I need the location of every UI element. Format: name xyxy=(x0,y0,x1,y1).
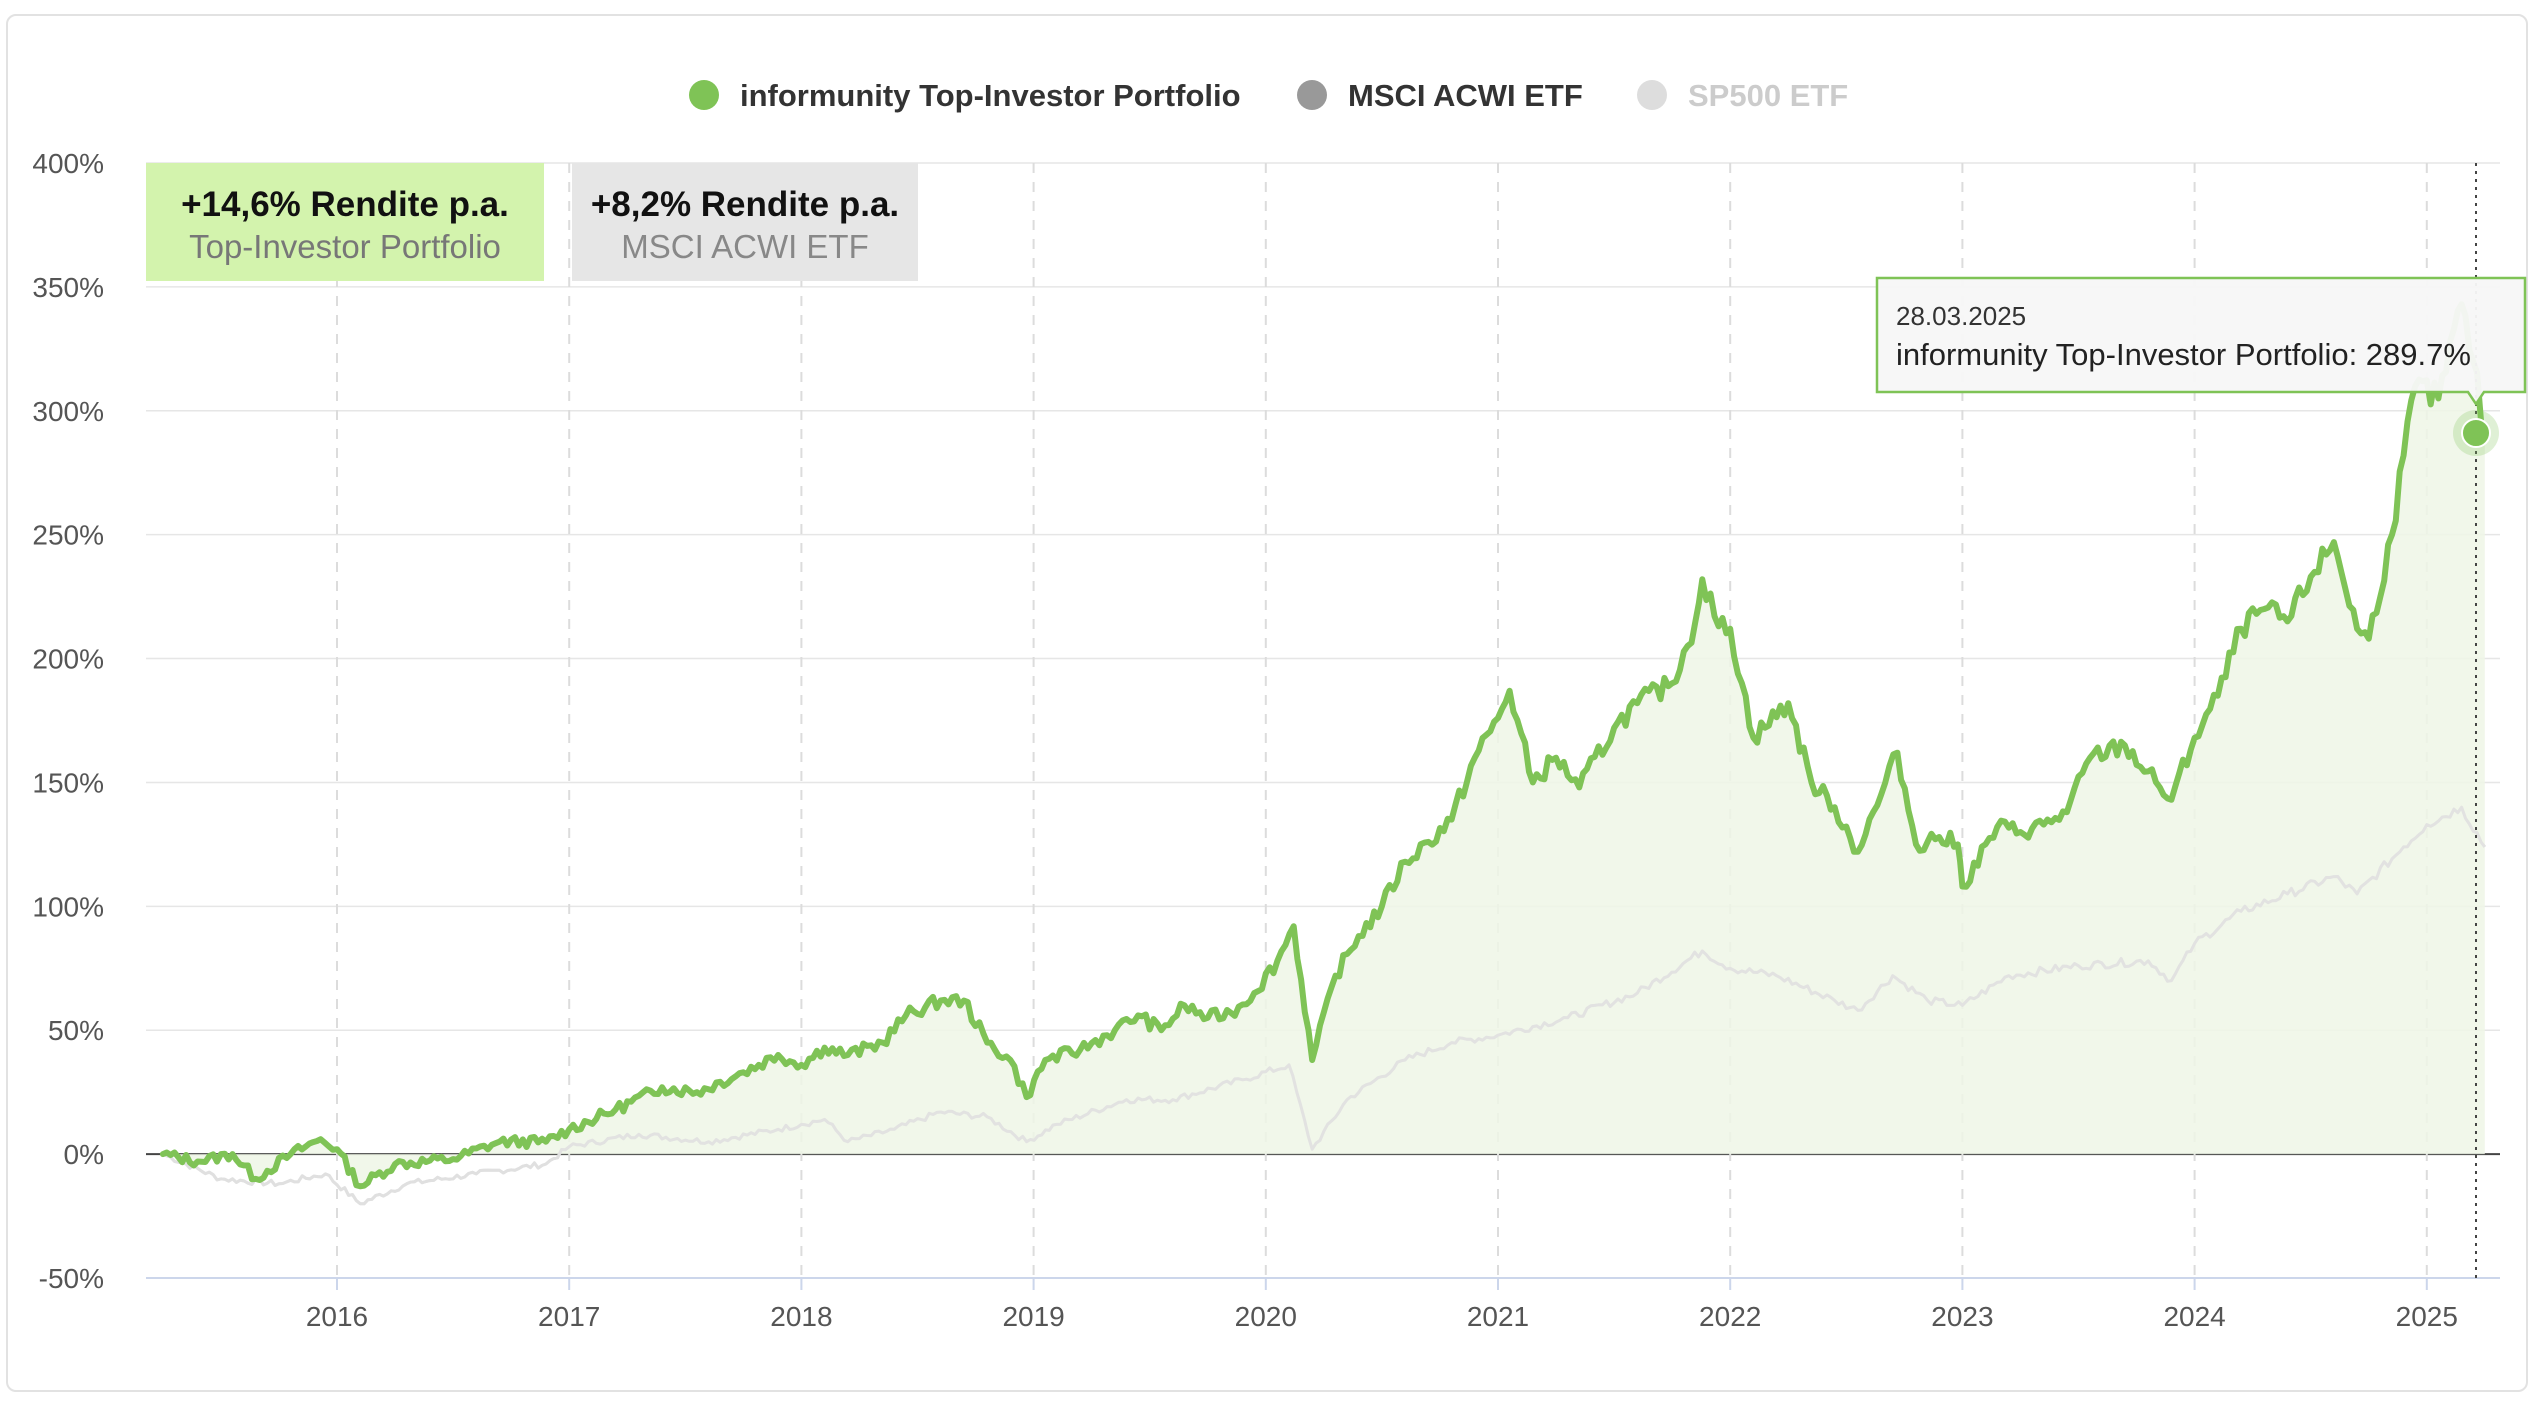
hover-point[interactable] xyxy=(2461,418,2491,448)
legend-item-sp500[interactable]: SP500 ETF xyxy=(1637,78,1848,113)
x-tick-label: 2023 xyxy=(1931,1301,1993,1332)
y-tick-label: 250% xyxy=(32,520,104,551)
x-tick-label: 2020 xyxy=(1235,1301,1297,1332)
y-tick-label: 100% xyxy=(32,891,104,922)
legend-item-portfolio[interactable]: informunity Top-Investor Portfolio xyxy=(689,78,1241,113)
y-tick-label: 150% xyxy=(32,767,104,798)
x-axis: 2016 2017 2018 2019 2020 2021 2022 2023 2024 2025 xyxy=(306,1301,2458,1332)
y-tick-label: -50% xyxy=(39,1263,104,1294)
y-axis: 400% 350% 300% 250% 200% 150% 100% 50% 0% -50% xyxy=(32,148,104,1294)
legend-label-sp500: SP500 ETF xyxy=(1688,78,1848,113)
legend-item-msci[interactable]: MSCI ACWI ETF xyxy=(1297,78,1583,113)
series-layer xyxy=(159,301,2488,1206)
x-tick-label: 2017 xyxy=(538,1301,600,1332)
return-box-portfolio: +14,6% Rendite p.a. Top-Investor Portfol… xyxy=(146,163,544,281)
legend-label-portfolio: informunity Top-Investor Portfolio xyxy=(740,78,1241,113)
x-tick-label: 2019 xyxy=(1002,1301,1064,1332)
y-tick-label: 350% xyxy=(32,272,104,303)
y-tick-label: 400% xyxy=(32,148,104,179)
y-tick-label: 0% xyxy=(64,1139,104,1170)
x-tick-label: 2021 xyxy=(1467,1301,1529,1332)
series-line-portfolio xyxy=(159,301,2488,1190)
legend-marker-msci xyxy=(1297,80,1327,110)
return-box-portfolio-title: +14,6% Rendite p.a. xyxy=(181,185,509,224)
tooltip-date: 28.03.2025 xyxy=(1896,301,2026,331)
return-box-portfolio-subtitle: Top-Investor Portfolio xyxy=(189,228,501,265)
return-box-msci-title: +8,2% Rendite p.a. xyxy=(591,185,899,224)
legend: informunity Top-Investor Portfolio MSCI … xyxy=(689,78,1848,113)
return-boxes: +14,6% Rendite p.a. Top-Investor Portfol… xyxy=(146,163,918,281)
x-tick-label: 2018 xyxy=(770,1301,832,1332)
legend-marker-portfolio xyxy=(689,80,719,110)
x-tick-label: 2024 xyxy=(2163,1301,2225,1332)
return-box-msci-subtitle: MSCI ACWI ETF xyxy=(621,228,869,265)
series-area-portfolio xyxy=(162,304,2485,1187)
y-tick-label: 50% xyxy=(48,1015,104,1046)
series-line-msci-overlay xyxy=(162,805,2486,1206)
tooltip: 28.03.2025 informunity Top-Investor Port… xyxy=(1875,163,2527,1278)
y-tick-label: 200% xyxy=(32,644,104,675)
return-box-msci-bg xyxy=(572,163,918,281)
return-box-msci: +8,2% Rendite p.a. MSCI ACWI ETF xyxy=(572,163,918,281)
tooltip-box xyxy=(1875,276,2527,407)
x-tick-label: 2022 xyxy=(1699,1301,1761,1332)
legend-label-msci: MSCI ACWI ETF xyxy=(1348,78,1583,113)
legend-marker-sp500 xyxy=(1637,80,1667,110)
x-tick-label: 2025 xyxy=(2396,1301,2458,1332)
return-box-portfolio-bg xyxy=(146,163,544,281)
tooltip-value: informunity Top-Investor Portfolio: 289.… xyxy=(1896,337,2471,372)
y-tick-label: 300% xyxy=(32,396,104,427)
x-tick-label: 2016 xyxy=(306,1301,368,1332)
